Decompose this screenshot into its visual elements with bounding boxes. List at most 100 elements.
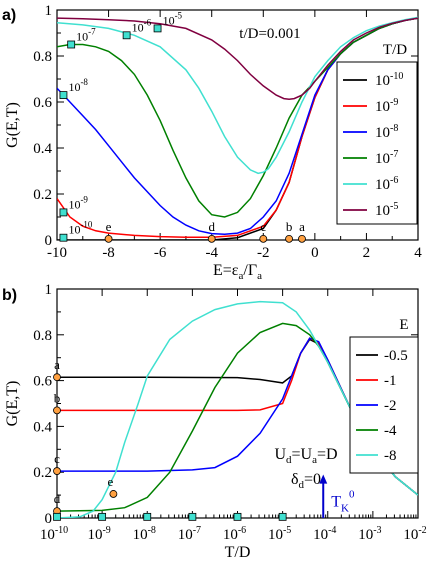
- temperature-marker-label: 10-8: [68, 77, 88, 94]
- energy-marker-label: c: [54, 451, 60, 466]
- temperature-marker-label: 10-10: [68, 220, 92, 237]
- x-tick-label: -4: [205, 245, 218, 261]
- legend-box: [336, 61, 418, 225]
- energy-marker-label: a: [299, 219, 305, 234]
- series-line-4: [57, 300, 418, 518]
- annotation-line1: Ud=Ua=D: [274, 446, 337, 466]
- y-tick-label: 0.4: [33, 419, 52, 435]
- x-tick-label: -8: [102, 245, 115, 261]
- energy-marker-label: e: [108, 474, 114, 489]
- energy-marker-d: [207, 234, 216, 243]
- temperature-marker: [188, 512, 197, 521]
- energy-marker-label: b: [54, 390, 61, 405]
- y-tick-label: 0: [45, 233, 53, 249]
- temperature-marker-label: 10-6: [132, 17, 152, 34]
- temperature-marker-label: 10-5: [163, 10, 183, 27]
- legend-title: E: [399, 317, 408, 333]
- x-tick-label: 10-4: [313, 525, 336, 543]
- y-tick-label: 0: [45, 511, 53, 527]
- legend-label: -0.5: [384, 348, 408, 364]
- legend: -0.5 -1 -2 -4 -8: [349, 336, 419, 474]
- energy-marker-label: d: [54, 491, 61, 506]
- annotation-line2: δd=0: [291, 471, 321, 491]
- x-tick-label: 10-6: [223, 525, 246, 543]
- energy-marker-a: [53, 373, 61, 382]
- x-tick-label: 10-8: [133, 525, 156, 543]
- legend-label: 10-8: [375, 123, 398, 141]
- energy-marker-a: [298, 234, 306, 243]
- temperature-marker: [59, 91, 68, 99]
- curves: [57, 16, 418, 240]
- y-axis-label: G(E,T): [4, 102, 21, 148]
- x-tick-label: 10-2: [403, 525, 426, 543]
- kondo-label: TK0: [331, 489, 355, 515]
- energy-marker-label: a: [54, 357, 60, 372]
- energy-marker-e: [109, 490, 118, 498]
- energy-marker-b: [53, 406, 61, 415]
- legend-label: 10-6: [375, 175, 398, 193]
- x-tick-label: 10-10: [40, 525, 68, 543]
- temperature-marker: [143, 512, 152, 521]
- energy-marker-c: [259, 234, 268, 243]
- x-tick-label: -6: [154, 245, 167, 261]
- y-tick-label: 0.2: [33, 187, 52, 203]
- y-tick-label: 1: [45, 3, 53, 19]
- temperature-marker: [59, 233, 68, 242]
- legend-label: -4: [384, 423, 397, 439]
- legend-label: 10-9: [375, 97, 398, 115]
- y-tick-label: 1: [45, 282, 53, 298]
- temperature-marker: [67, 40, 76, 49]
- series-line-3: [57, 17, 418, 218]
- temperature-marker: [98, 512, 107, 521]
- energy-marker-b: [285, 234, 293, 243]
- x-tick-label: 10-3: [358, 525, 381, 543]
- x-axis-label: T/D: [225, 544, 251, 561]
- y-tick-label: 0.6: [33, 95, 52, 111]
- x-axis-label: E=εa/Γa: [213, 262, 262, 282]
- legend-label: -8: [384, 448, 397, 464]
- legend: 10-10 10-9 10-8 10-7 10-6 10-5: [336, 61, 418, 225]
- legend-label: 10-10: [375, 71, 403, 89]
- temperature-marker: [278, 512, 287, 521]
- temperature-marker-label: 10-7: [76, 27, 96, 44]
- y-tick-label: 0.2: [33, 465, 52, 481]
- y-tick-label: 0.8: [33, 49, 52, 65]
- x-tick-label: 2: [363, 245, 371, 261]
- temperature-marker-label: 10-9: [68, 194, 88, 211]
- temperature-marker: [59, 208, 68, 217]
- kondo-arrow-head: [319, 474, 328, 484]
- energy-marker-label: b: [286, 219, 293, 234]
- energy-marker-e: [104, 234, 113, 243]
- series-line-5: [57, 17, 418, 100]
- y-tick-label: 0.8: [33, 328, 52, 344]
- temperature-marker: [122, 31, 131, 40]
- x-tick-label: 0: [311, 245, 319, 261]
- x-tick-label: -2: [257, 245, 270, 261]
- energy-marker-label: e: [106, 219, 112, 234]
- energy-marker-c: [53, 467, 61, 475]
- x-tick-label: 10-5: [268, 525, 291, 543]
- legend-label: 10-7: [375, 149, 398, 167]
- panel-a: a) -10 -8 -6 -4 -2 0 2 4 0 0.2 0.4 0.6 0.8 1 G(E,T) E=εa…: [2, 3, 422, 282]
- panel-b-letter: b): [2, 287, 17, 304]
- series-line-4: [57, 16, 418, 175]
- temperature-marker: [153, 24, 162, 33]
- legend-label: -2: [384, 398, 397, 414]
- x-tick-label: 10-9: [87, 525, 110, 543]
- temperature-marker: [233, 512, 242, 521]
- y-tick-label: 0.4: [33, 141, 52, 157]
- panel-b: b)10-10 10-9 10-8 10-7 10-6 10-5 10-4 10-3 10-20…: [2, 282, 427, 561]
- y-axis-label: G(E,T): [4, 381, 21, 427]
- energy-marker-label: d: [208, 219, 215, 234]
- legend-title: T/D: [383, 42, 407, 58]
- y-tick-label: 0.6: [33, 374, 52, 390]
- x-tick-label: 10-7: [178, 525, 201, 543]
- legend-label: 10-5: [375, 201, 398, 219]
- annotation: t/D=0.001: [239, 26, 300, 42]
- x-tick-label: -10: [47, 245, 67, 261]
- legend-label: -1: [384, 373, 397, 389]
- panel-a-letter: a): [2, 7, 16, 24]
- energy-marker-label: c: [260, 219, 266, 234]
- temperature-marker: [53, 512, 61, 521]
